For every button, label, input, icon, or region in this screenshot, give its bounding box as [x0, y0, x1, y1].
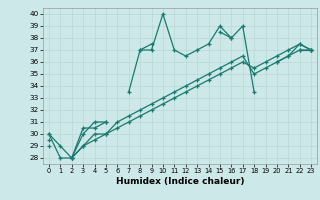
X-axis label: Humidex (Indice chaleur): Humidex (Indice chaleur) [116, 177, 244, 186]
